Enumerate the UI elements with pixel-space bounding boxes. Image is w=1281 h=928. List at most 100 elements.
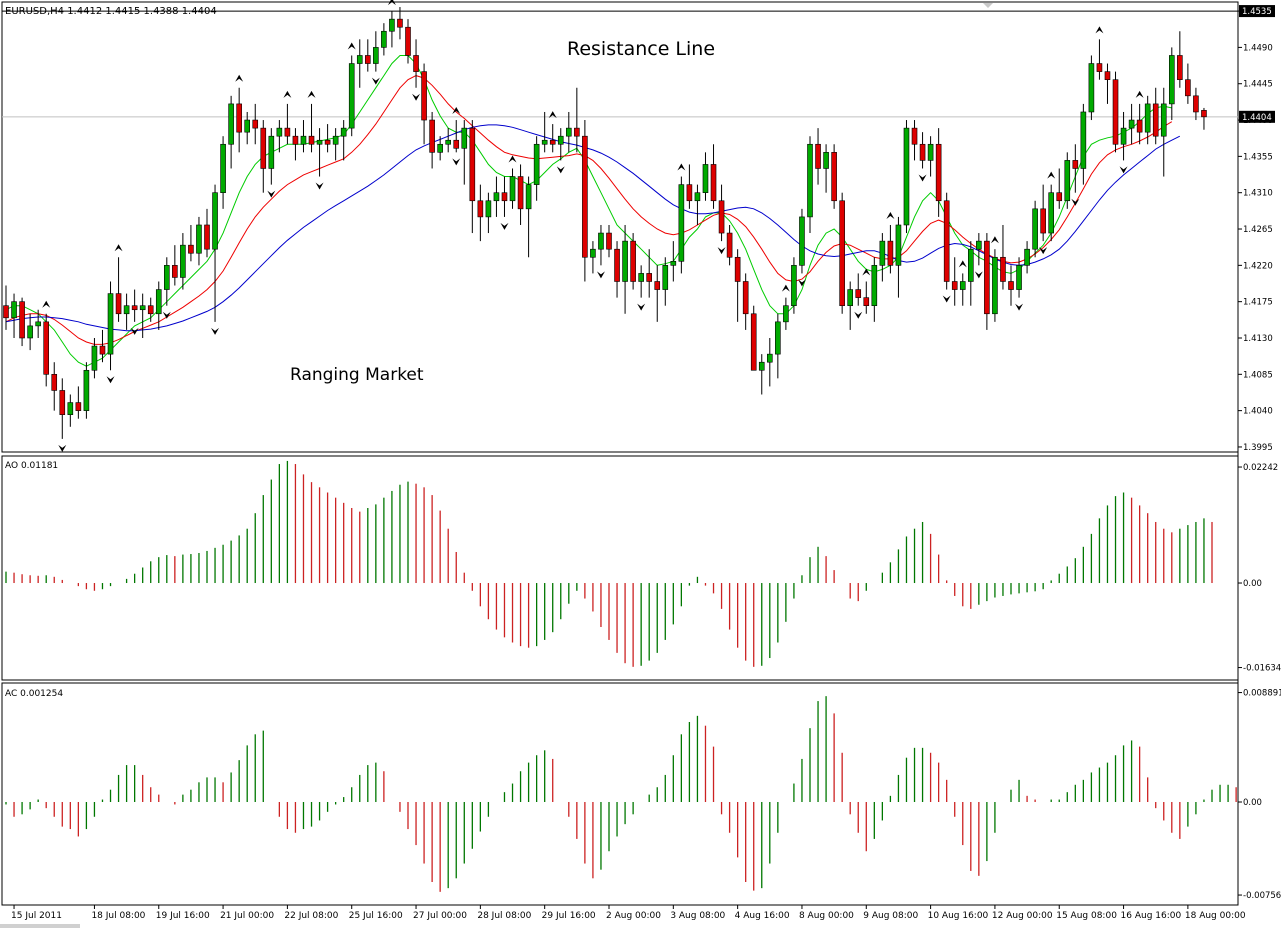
ranging-annotation: Ranging Market bbox=[290, 365, 424, 385]
candle-body bbox=[1088, 63, 1095, 113]
time-tick-label: 29 Jul 16:00 bbox=[542, 911, 596, 921]
fractal-up-icon bbox=[886, 211, 895, 219]
candle bbox=[638, 265, 644, 298]
candle bbox=[364, 39, 371, 72]
candle bbox=[252, 103, 259, 145]
fractal-up-icon bbox=[307, 90, 316, 98]
candle bbox=[565, 111, 572, 153]
candle-body bbox=[533, 143, 540, 185]
candle bbox=[823, 144, 829, 193]
candle-body bbox=[139, 305, 146, 311]
price-tick-label: 1.4040 bbox=[1243, 407, 1273, 417]
ac-label: AC 0.001254 bbox=[5, 689, 63, 699]
candle bbox=[1072, 144, 1079, 193]
horizontal-scrollbar[interactable] bbox=[0, 924, 80, 928]
time-tick-label: 28 Jul 08:00 bbox=[477, 911, 531, 921]
price-tick-label: 1.4265 bbox=[1243, 225, 1273, 235]
candle bbox=[3, 285, 9, 330]
candle-body bbox=[147, 305, 154, 315]
candle-body bbox=[742, 281, 749, 315]
candle bbox=[662, 257, 669, 306]
ao-tick-label: 0.00 bbox=[1243, 579, 1262, 589]
candle-body bbox=[389, 18, 395, 32]
candle bbox=[348, 55, 355, 137]
price-tick-label: 1.4355 bbox=[1243, 152, 1273, 162]
candle bbox=[1032, 200, 1038, 258]
candle-body bbox=[75, 402, 82, 411]
candle bbox=[1160, 87, 1167, 177]
candle-body bbox=[807, 143, 813, 218]
candle bbox=[461, 120, 468, 185]
time-tick-label: 9 Aug 08:00 bbox=[863, 911, 918, 921]
candle-body bbox=[1000, 256, 1006, 282]
candle bbox=[75, 386, 82, 419]
candle bbox=[1128, 103, 1135, 145]
candle-body bbox=[686, 184, 693, 202]
candle-body bbox=[799, 216, 805, 266]
candle-body bbox=[549, 139, 556, 145]
fractal-down-icon bbox=[918, 174, 927, 182]
candle-body bbox=[228, 103, 234, 145]
fractal-down-icon bbox=[106, 376, 115, 384]
candle bbox=[598, 224, 604, 266]
candle bbox=[943, 192, 950, 290]
candle-body bbox=[1152, 103, 1159, 137]
ao-tick-label: -0.01634 bbox=[1243, 664, 1281, 674]
candle bbox=[413, 39, 419, 88]
fractal-down-icon bbox=[974, 271, 983, 279]
price-tick-label: 1.4445 bbox=[1243, 80, 1273, 90]
candle-body bbox=[1112, 79, 1119, 145]
price-tick-label: 1.4220 bbox=[1243, 261, 1273, 271]
candle bbox=[927, 136, 934, 177]
candle bbox=[533, 136, 540, 201]
candle bbox=[1185, 63, 1191, 104]
candle-body bbox=[976, 240, 982, 250]
candle bbox=[11, 293, 17, 338]
candle bbox=[557, 128, 564, 161]
fractal-down-icon bbox=[797, 279, 806, 287]
candle bbox=[718, 184, 725, 242]
time-tick-label: 18 Jul 08:00 bbox=[91, 911, 145, 921]
candle bbox=[1056, 168, 1063, 209]
candle bbox=[485, 192, 492, 234]
fractal-up-icon bbox=[781, 284, 790, 292]
candle-body bbox=[678, 184, 685, 262]
candle-body bbox=[1048, 192, 1054, 234]
scroll-marker-icon[interactable] bbox=[983, 3, 993, 8]
candle-body bbox=[1008, 281, 1014, 290]
candle-body bbox=[35, 321, 41, 327]
candle-body bbox=[911, 127, 918, 145]
time-tick-label: 3 Aug 08:00 bbox=[670, 911, 725, 921]
candle bbox=[951, 257, 958, 306]
candle-body bbox=[823, 152, 829, 169]
fractal-down-icon bbox=[942, 295, 951, 303]
candle-body bbox=[437, 143, 443, 153]
candle bbox=[324, 124, 331, 153]
candle bbox=[99, 329, 106, 363]
time-tick-label: 22 Jul 08:00 bbox=[284, 911, 338, 921]
candle bbox=[196, 216, 202, 266]
fractal-up-icon bbox=[387, 0, 396, 6]
candle bbox=[1169, 47, 1175, 121]
candle bbox=[1136, 103, 1143, 145]
candle-body bbox=[903, 127, 910, 226]
fractal-up-icon bbox=[114, 244, 123, 252]
candle bbox=[919, 132, 926, 169]
candle bbox=[332, 128, 339, 161]
candle-body bbox=[220, 143, 226, 193]
candle-body bbox=[196, 224, 202, 254]
candle-body bbox=[1080, 111, 1087, 169]
candle-body bbox=[284, 127, 291, 137]
candle-body bbox=[268, 135, 275, 169]
candle bbox=[984, 233, 990, 330]
candle bbox=[678, 176, 685, 274]
candle-body bbox=[622, 240, 628, 282]
candle bbox=[212, 184, 218, 322]
candle-body bbox=[694, 192, 701, 202]
fractal-down-icon bbox=[162, 311, 171, 319]
candle bbox=[91, 337, 98, 379]
candle-body bbox=[421, 71, 427, 121]
candle-body bbox=[718, 200, 725, 234]
candle bbox=[911, 120, 918, 161]
